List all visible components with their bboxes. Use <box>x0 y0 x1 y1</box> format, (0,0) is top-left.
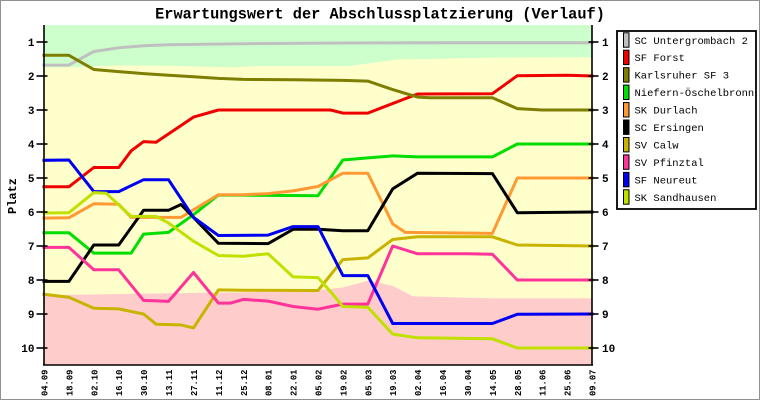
svg-text:7: 7 <box>28 242 35 254</box>
svg-text:18.09: 18.09 <box>65 370 75 396</box>
svg-text:28.05: 28.05 <box>514 370 524 396</box>
svg-text:19.02: 19.02 <box>339 370 349 396</box>
svg-text:16.10: 16.10 <box>115 370 125 396</box>
svg-text:05.02: 05.02 <box>315 370 325 396</box>
svg-text:9: 9 <box>28 310 35 322</box>
svg-text:1: 1 <box>602 38 609 50</box>
svg-text:25.12: 25.12 <box>240 370 250 396</box>
svg-text:Platz: Platz <box>6 178 20 214</box>
svg-text:02.04: 02.04 <box>414 369 424 396</box>
svg-text:8: 8 <box>28 276 35 288</box>
svg-text:9: 9 <box>602 310 609 322</box>
svg-text:19.03: 19.03 <box>389 370 399 396</box>
svg-text:09.07: 09.07 <box>589 370 599 396</box>
svg-text:Niefern-Öschelbronn: Niefern-Öschelbronn <box>635 87 755 100</box>
svg-text:SK Sandhausen: SK Sandhausen <box>635 193 717 205</box>
svg-text:Erwartungswert der Abschlusspl: Erwartungswert der Abschlussplatzierung … <box>155 6 605 24</box>
svg-text:6: 6 <box>28 208 35 220</box>
svg-text:30.04: 30.04 <box>464 369 474 396</box>
svg-text:13.11: 13.11 <box>165 370 175 396</box>
svg-text:11.12: 11.12 <box>215 370 225 396</box>
svg-text:SF Forst: SF Forst <box>635 53 685 65</box>
svg-text:04.09: 04.09 <box>41 370 51 396</box>
svg-text:SV Pfinztal: SV Pfinztal <box>635 158 704 170</box>
svg-text:22.01: 22.01 <box>290 370 300 396</box>
svg-text:30.10: 30.10 <box>140 370 150 396</box>
svg-text:3: 3 <box>28 106 35 118</box>
svg-text:SK Durlach: SK Durlach <box>635 106 698 118</box>
svg-text:SF Neureut: SF Neureut <box>635 175 698 187</box>
svg-text:5: 5 <box>602 174 609 186</box>
svg-text:3: 3 <box>602 106 609 118</box>
svg-text:02.10: 02.10 <box>90 370 100 396</box>
svg-text:2: 2 <box>602 72 609 84</box>
svg-text:Karlsruher SF 3: Karlsruher SF 3 <box>635 71 730 83</box>
svg-text:SC Ersingen: SC Ersingen <box>635 123 704 135</box>
svg-text:1: 1 <box>28 38 35 50</box>
svg-text:25.06: 25.06 <box>564 370 574 396</box>
svg-text:08.01: 08.01 <box>265 370 275 396</box>
svg-text:2: 2 <box>28 72 35 84</box>
svg-text:10: 10 <box>602 344 615 356</box>
svg-text:11.06: 11.06 <box>539 370 549 396</box>
svg-text:05.03: 05.03 <box>364 370 374 396</box>
svg-text:5: 5 <box>28 174 35 186</box>
svg-text:14.05: 14.05 <box>489 370 499 396</box>
svg-text:SC Untergrombach 2: SC Untergrombach 2 <box>635 36 748 48</box>
svg-text:6: 6 <box>602 208 609 220</box>
svg-text:16.04: 16.04 <box>439 369 449 396</box>
svg-text:4: 4 <box>28 140 35 152</box>
svg-text:8: 8 <box>602 276 609 288</box>
svg-text:10: 10 <box>21 344 34 356</box>
svg-text:4: 4 <box>602 140 609 152</box>
svg-text:7: 7 <box>602 242 609 254</box>
svg-text:SV Calw: SV Calw <box>635 141 680 153</box>
svg-text:27.11: 27.11 <box>190 370 200 396</box>
